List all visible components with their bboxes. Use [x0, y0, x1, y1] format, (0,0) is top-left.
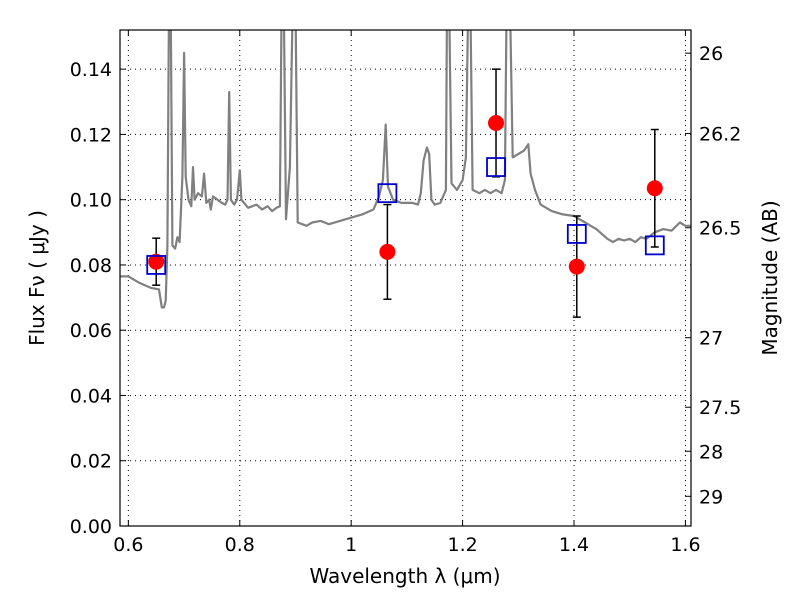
y-tick-label: 0.12	[70, 124, 112, 146]
model-point	[486, 157, 506, 177]
model-point	[644, 235, 665, 256]
y-tick-label: 0.10	[70, 190, 112, 212]
y2-tick-label: 26.2	[699, 123, 741, 145]
x-axis-label: Wavelength λ (μm)	[309, 564, 500, 588]
plot-frame	[119, 29, 692, 527]
y-tick-label: 0.02	[70, 451, 112, 473]
x-tick-label: 1.2	[447, 534, 477, 556]
observed-points	[148, 115, 663, 275]
observed-point	[568, 258, 585, 275]
model-points	[146, 157, 665, 275]
y-tick-label: 0.08	[70, 255, 112, 277]
y-axis-label: Flux Fν ( μJy )	[25, 210, 49, 346]
y2-tick-label: 26.5	[699, 218, 741, 240]
observed-point	[646, 180, 663, 197]
y2-tick-label: 29	[699, 486, 723, 508]
y2-tick-label: 28	[699, 441, 723, 463]
y2-tick-label: 26	[699, 43, 723, 65]
x-tick-label: 1	[345, 534, 357, 556]
observed-point	[148, 253, 165, 270]
model-point	[146, 255, 167, 275]
y-axis-ticks: 0.00 0.02 0.04 0.06 0.08 0.10 0.12 0.14	[70, 59, 126, 538]
y2-axis-ticks: 26 26.2 26.5 27 27.5 28 29	[685, 43, 741, 508]
y-tick-label: 0.00	[70, 516, 112, 538]
grid	[120, 30, 691, 527]
y2-tick-label: 27.5	[699, 397, 741, 419]
y2-tick-label: 27	[699, 328, 723, 350]
model-point	[377, 183, 398, 204]
observed-point	[379, 243, 396, 260]
model-point	[566, 224, 587, 244]
observed-point	[488, 115, 505, 131]
y-tick-label: 0.06	[70, 320, 112, 342]
x-tick-label: 1.6	[670, 534, 700, 556]
x-tick-label: 0.6	[113, 534, 143, 556]
y-tick-label: 0.04	[70, 385, 112, 407]
y2-axis-label: Magnitude (AB)	[758, 200, 782, 355]
y-tick-label: 0.14	[70, 59, 112, 81]
plot-area	[120, 30, 691, 526]
x-axis-ticks: 0.6 0.8 1 1.2 1.4 1.6	[113, 30, 701, 556]
spectrum-line	[120, 30, 691, 309]
x-tick-label: 0.8	[225, 534, 255, 556]
x-tick-label: 1.4	[559, 534, 589, 556]
model-spectrum	[120, 30, 691, 309]
